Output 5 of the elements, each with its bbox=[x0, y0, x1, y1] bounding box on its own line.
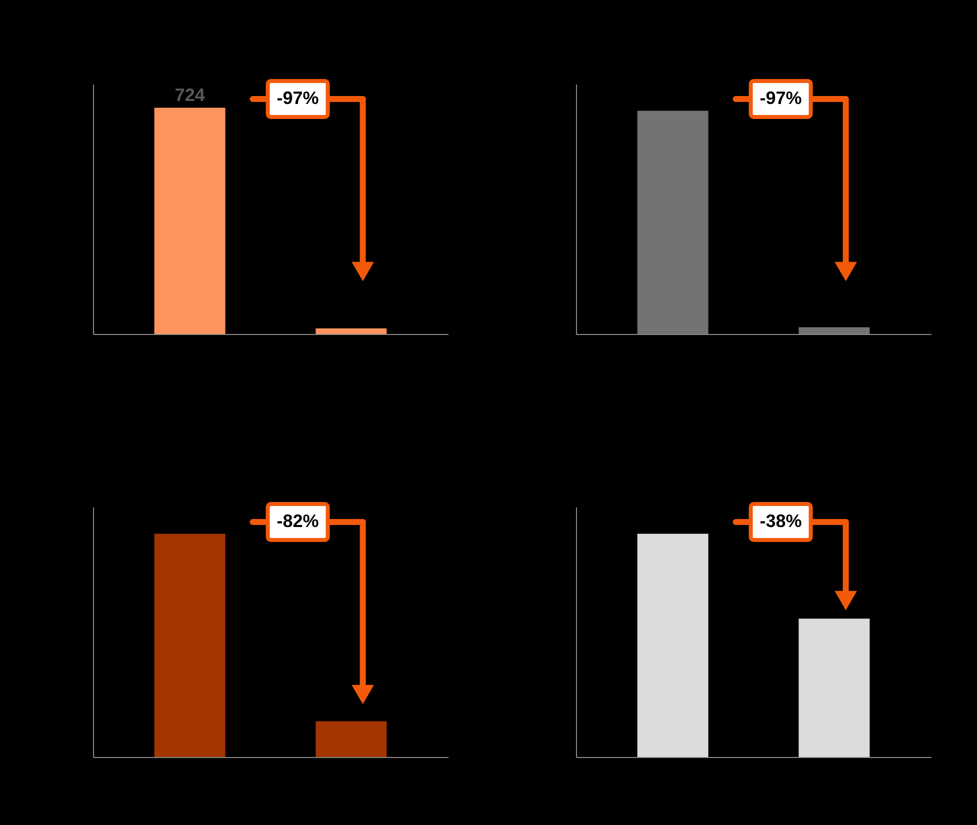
text: -82% bbox=[276, 511, 319, 531]
annotation: -97% bbox=[276, 88, 319, 108]
text: -97% bbox=[760, 88, 802, 108]
data-label: 724 bbox=[174, 84, 205, 105]
text: -38% bbox=[760, 511, 802, 531]
